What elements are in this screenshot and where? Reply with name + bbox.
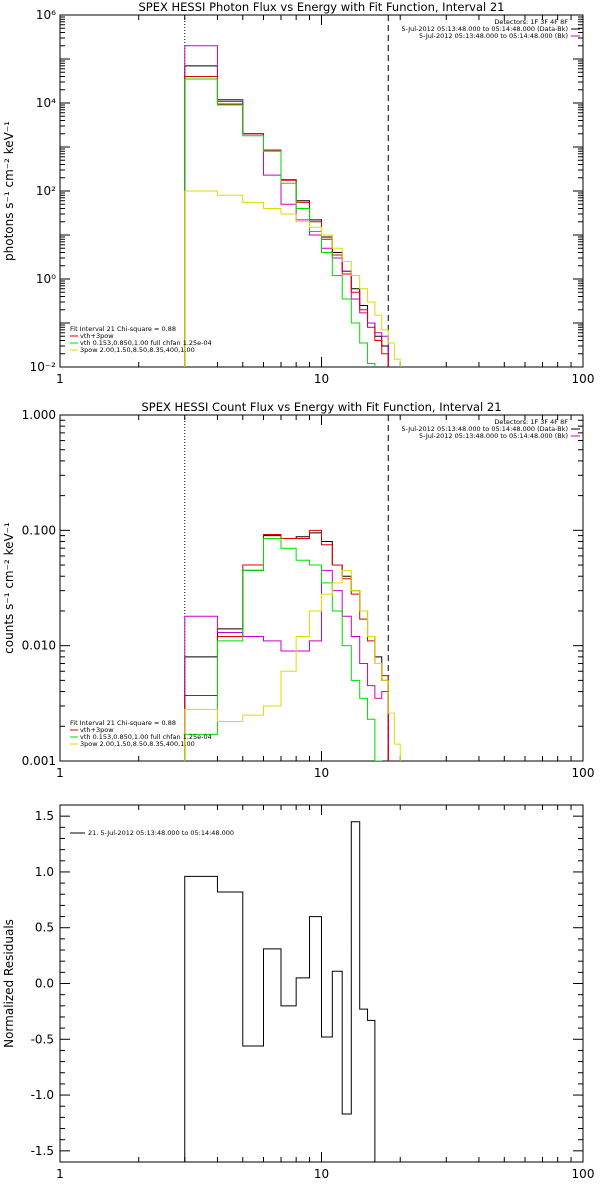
x-tick-label: 1	[56, 372, 64, 386]
legend-entry: 3pow 2.00,1.50,8.50,8.35,400,1.00	[80, 346, 195, 354]
legend-top-right-text: Detectors: 1F 3F 4F 8F	[494, 418, 568, 426]
data-area	[184, 529, 401, 761]
legend-entry: vth 0.153,0.850,1.00 full chfan 1.25e-04	[80, 733, 212, 741]
y-tick-label: 1.000	[22, 408, 56, 422]
y-tick-label: 0.100	[22, 523, 56, 537]
x-tick-label: 100	[572, 372, 595, 386]
y-tick-label: -1.0	[31, 1088, 54, 1102]
legend-entry: vth+3pow	[80, 726, 114, 734]
x-tick-label: 100	[572, 766, 595, 780]
y-tick-label: 10²	[36, 184, 56, 198]
x-tick-label: 10	[314, 1167, 329, 1181]
series-line-4	[184, 569, 401, 761]
plot-frame	[59, 804, 584, 1163]
legend-entry: vth+3pow	[80, 332, 114, 340]
x-tick-label: 1	[56, 1167, 64, 1181]
data-area	[184, 821, 376, 1162]
legend-top-right-text: 5-Jul-2012 05:13:48.000 to 05:14:48.000 …	[419, 32, 568, 40]
legend-top-right-text: 5-Jul-2012 05:13:48.000 to 05:14:48.000 …	[401, 25, 568, 33]
y-axis-label: counts s⁻¹ cm⁻² keV⁻¹	[2, 522, 16, 654]
panel-1: SPEX HESSI Photon Flux vs Energy with Fi…	[2, 0, 594, 386]
y-tick-label: 1.0	[35, 865, 54, 879]
legend-entry: 21. 5-Jul-2012 05:13:48.000 to 05:14:48.…	[88, 829, 234, 837]
series-line-0	[184, 65, 389, 367]
x-tick-label: 100	[572, 1167, 595, 1181]
plot-frame	[59, 414, 584, 762]
series-line-2	[184, 529, 389, 761]
y-tick-label: 1.5	[35, 809, 54, 823]
legend-top-right-text: 5-Jul-2012 05:13:48.000 to 05:14:48.000 …	[401, 425, 568, 433]
legend-entry: vth 0.153,0.850,1.00 full chfan 1.25e-04	[80, 339, 212, 347]
y-tick-label: 10⁴	[36, 96, 56, 110]
panel-3: Normalized Residuals 1 10 100 -1.5 -1.0 -0.5 0.…	[2, 804, 595, 1181]
legend-top-right-text: 5-Jul-2012 05:13:48.000 to 05:14:48.000 …	[419, 432, 568, 440]
y-tick-label: -1.5	[31, 1144, 54, 1158]
series-line-3	[184, 537, 383, 761]
plot-frame	[59, 14, 584, 368]
y-tick-label: 10⁶	[36, 8, 56, 22]
panel-2: SPEX HESSI Count Flux vs Energy with Fit…	[2, 400, 594, 780]
panel-title: SPEX HESSI Photon Flux vs Energy with Fi…	[138, 0, 504, 14]
series-line-4	[184, 190, 401, 367]
panel-title: SPEX HESSI Count Flux vs Energy with Fit…	[141, 400, 501, 414]
y-tick-label: -0.5	[31, 1032, 54, 1046]
x-tick-label: 10	[314, 766, 329, 780]
legend-entry: 3pow 2.00,1.50,8.50,8.35,400,1.00	[80, 740, 195, 748]
y-tick-label: 0.001	[22, 754, 56, 768]
y-axis-label: Normalized Residuals	[2, 919, 16, 1048]
series-line-2	[184, 76, 389, 367]
y-tick-label: 10⁻²	[30, 360, 57, 374]
x-tick-label: 1	[56, 766, 64, 780]
series-line-0	[184, 821, 376, 1162]
series-line-1	[184, 569, 389, 761]
legend-top-right-text: Detectors: 1F 3F 4F 8F	[494, 18, 568, 26]
y-tick-label: 10⁰	[36, 272, 56, 286]
series-line-0	[184, 532, 389, 761]
y-tick-label: 0.0	[35, 977, 54, 991]
y-axis-label: photons s⁻¹ cm⁻² keV⁻¹	[2, 121, 16, 261]
x-tick-label: 10	[314, 372, 329, 386]
series-line-3	[184, 78, 376, 367]
y-tick-label: 0.5	[35, 921, 54, 935]
legend-header: Fit Interval 21 Chi-square = 0.88	[70, 325, 176, 333]
y-tick-label: 0.010	[22, 639, 56, 653]
legend-header: Fit Interval 21 Chi-square = 0.88	[70, 719, 176, 727]
data-area	[184, 45, 401, 367]
